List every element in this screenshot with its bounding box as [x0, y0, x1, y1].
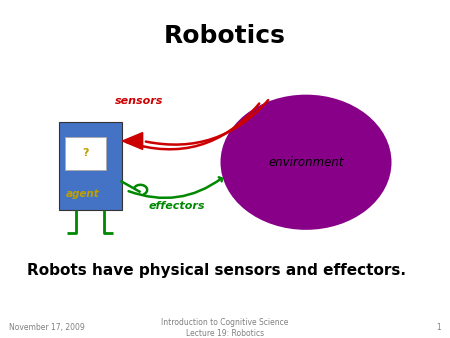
Polygon shape [122, 132, 143, 149]
Text: agent: agent [66, 189, 99, 199]
Text: 1: 1 [436, 323, 441, 332]
FancyBboxPatch shape [58, 122, 122, 210]
Text: ?: ? [82, 148, 89, 158]
FancyBboxPatch shape [65, 137, 106, 170]
Text: effectors: effectors [148, 201, 205, 211]
Text: Introduction to Cognitive Science
Lecture 19: Robotics: Introduction to Cognitive Science Lectur… [161, 318, 289, 338]
Text: Robotics: Robotics [164, 24, 286, 48]
Text: environment: environment [268, 156, 344, 169]
Ellipse shape [220, 95, 392, 230]
Text: November 17, 2009: November 17, 2009 [9, 323, 85, 332]
Text: Robots have physical sensors and effectors.: Robots have physical sensors and effecto… [27, 263, 406, 278]
Text: sensors: sensors [115, 96, 164, 106]
